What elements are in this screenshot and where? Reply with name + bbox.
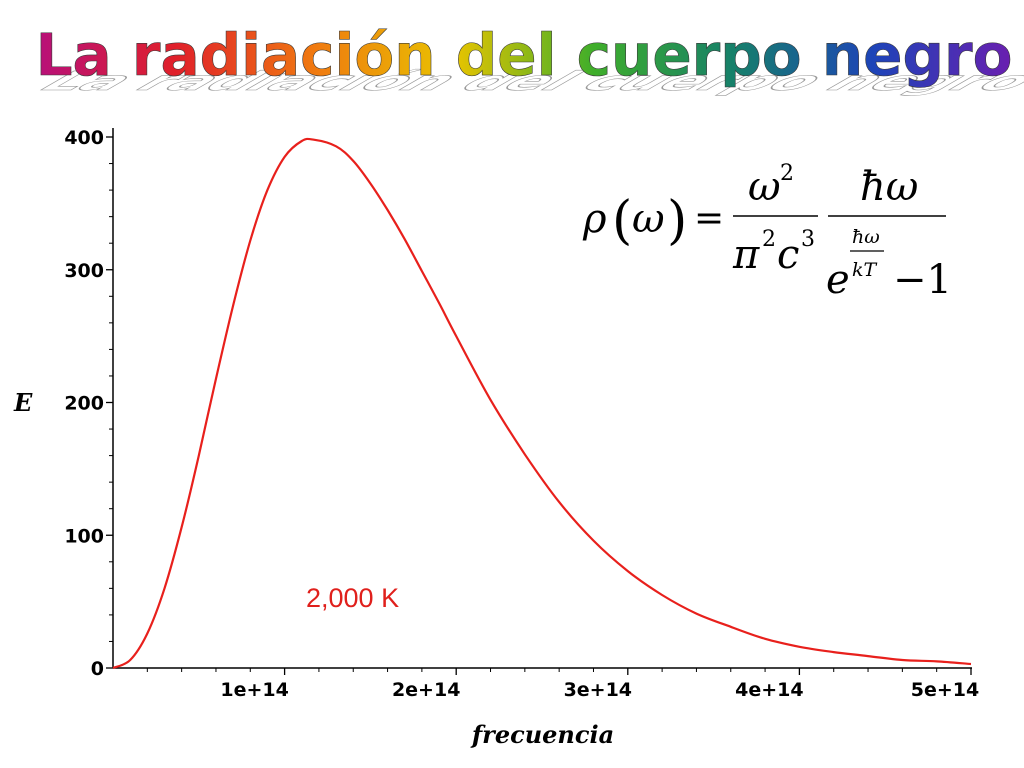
x-axis-ticks: 1e+14 2e+14 3e+14 4e+14 5e+14 <box>146 668 979 701</box>
formula-paren-close: ) <box>667 191 687 251</box>
x-tick-label: 4e+14 <box>735 679 803 701</box>
x-axis-title: frecuencia <box>470 720 614 749</box>
formula-den-pi: π <box>732 232 760 278</box>
series-line <box>112 137 972 670</box>
temperature-annotation: 2,000 K <box>306 583 399 613</box>
chart-series <box>112 137 972 670</box>
formula-num-sup2: 2 <box>780 161 794 186</box>
x-tick-label: 5e+14 <box>911 679 979 701</box>
y-tick-label: 200 <box>64 393 104 415</box>
formula-exp-num: ħω <box>852 226 880 248</box>
y-axis-title: E <box>13 388 33 417</box>
y-tick-label: 0 <box>91 658 104 680</box>
formula-equals: = <box>694 198 724 239</box>
planck-formula: ρ ( ω ) = ω 2 π 2 c 3 ħω ħω kT e −1 <box>582 161 952 303</box>
formula-e: e <box>826 257 850 303</box>
formula-rho: ρ <box>582 196 607 242</box>
formula-num-omega: ω <box>748 164 781 210</box>
formula-den-sup3: 3 <box>801 227 815 252</box>
slide-title-shadow: La radiación del cuerpo negro <box>24 66 1024 96</box>
chart-axes: 0 100 200 300 400 1e+14 2e+14 3e+14 4e+14 5e+14 <box>64 127 979 701</box>
slide-title: La radiación del cuerpo negro <box>36 21 1013 89</box>
x-tick-label: 2e+14 <box>392 679 460 701</box>
x-tick-label: 3e+14 <box>564 679 632 701</box>
y-axis-ticks: 0 100 200 300 400 <box>64 127 113 680</box>
x-tick-label: 1e+14 <box>220 679 288 701</box>
y-tick-label: 300 <box>64 260 104 282</box>
formula-hbar-omega: ħω <box>860 164 918 210</box>
y-tick-label: 100 <box>64 525 104 547</box>
slide-title-group: La radiación del cuerpo negro La radiaci… <box>24 21 1024 97</box>
formula-minus-one: −1 <box>893 257 952 303</box>
formula-den-sup2: 2 <box>762 227 776 252</box>
formula-paren-open: ( <box>612 191 632 251</box>
formula-den-c: c <box>777 232 799 278</box>
y-tick-label: 400 <box>64 127 104 149</box>
formula-exp-den: kT <box>852 259 878 281</box>
formula-omega: ω <box>632 196 665 242</box>
